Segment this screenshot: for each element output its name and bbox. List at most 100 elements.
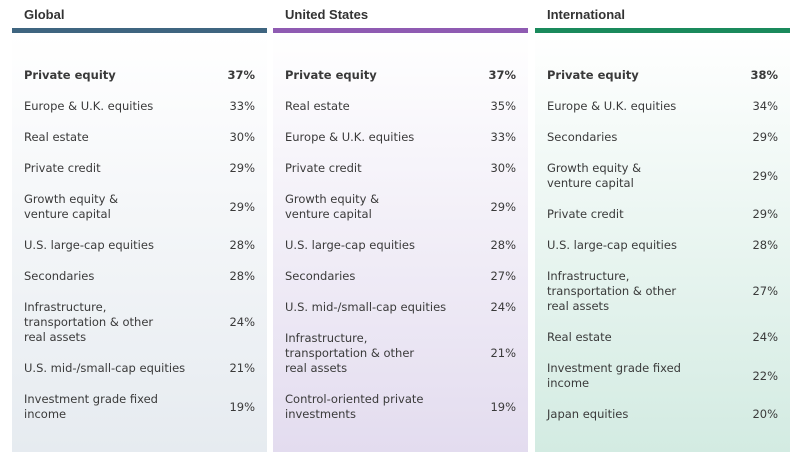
percentage-value: 21% [229, 361, 255, 375]
table-row: Private credit 29% [547, 199, 778, 230]
table-row: Japan equities 20% [547, 399, 778, 430]
table-row: Private equity 37% [285, 60, 516, 91]
percentage-value: 38% [750, 68, 778, 82]
table-row: Secondaries 28% [24, 261, 255, 292]
column-title: International [547, 7, 626, 22]
asset-class-label: Infrastructure, transportation & other r… [547, 269, 677, 313]
table-row: Growth equity & venture capital 29% [547, 153, 778, 199]
table-row: U.S. mid-/small-cap equities 24% [285, 292, 516, 323]
percentage-value: 28% [229, 269, 255, 283]
column-global: Global Private equity 37% Europe & U.K. eq… [12, 0, 267, 452]
percentage-value: 30% [229, 130, 255, 144]
percentage-value: 29% [229, 199, 255, 214]
percentage-value: 29% [752, 168, 778, 183]
asset-class-label: Private equity [24, 68, 116, 82]
percentage-value: 19% [490, 399, 516, 414]
asset-class-label: Europe & U.K. equities [285, 130, 415, 144]
table-row: Europe & U.K. equities 33% [24, 91, 255, 122]
percentage-value: 28% [229, 238, 255, 252]
asset-class-label: Secondaries [547, 130, 618, 144]
column-panel [12, 33, 267, 452]
table-row: U.S. large-cap equities 28% [547, 230, 778, 261]
table-row: Europe & U.K. equities 34% [547, 91, 778, 122]
percentage-value: 30% [490, 161, 516, 175]
column-accent-bar [535, 28, 790, 33]
column-title: United States [285, 7, 369, 22]
column-united-states: United States Private equity 37% Real esta… [273, 0, 528, 452]
row-list: Private equity 38% Europe & U.K. equities 3… [547, 60, 778, 430]
percentage-value: 21% [490, 346, 516, 360]
percentage-value: 24% [490, 300, 516, 314]
column-panel [273, 33, 528, 452]
percentage-value: 29% [752, 207, 778, 221]
asset-class-label: Control-oriented private investments [285, 392, 424, 421]
table-row: Real estate 24% [547, 322, 778, 353]
asset-class-label: Growth equity & venture capital [547, 161, 642, 190]
percentage-value: 34% [752, 99, 778, 113]
percentage-value: 20% [752, 407, 778, 421]
asset-class-label: Growth equity & venture capital [285, 192, 380, 221]
asset-class-label: Secondaries [285, 269, 356, 283]
table-row: Infrastructure, transportation & other r… [24, 292, 255, 353]
percentage-value: 24% [752, 330, 778, 344]
table-row: Real estate 30% [24, 122, 255, 153]
table-row: U.S. large-cap equities 28% [285, 230, 516, 261]
percentage-value: 24% [229, 315, 255, 329]
asset-class-label: Investment grade fixed income [24, 392, 158, 421]
percentage-value: 29% [752, 130, 778, 144]
asset-class-label: Secondaries [24, 269, 95, 283]
percentage-value: 33% [490, 130, 516, 144]
percentage-value: 37% [227, 68, 255, 82]
asset-class-label: Growth equity & venture capital [24, 192, 119, 221]
asset-class-label: U.S. large-cap equities [24, 238, 154, 252]
asset-class-label: Private equity [547, 68, 639, 82]
table-row: Growth equity & venture capital 29% [285, 184, 516, 230]
asset-class-label: Japan equities [547, 407, 629, 421]
table-row: Private equity 38% [547, 60, 778, 91]
percentage-value: 27% [490, 269, 516, 283]
column-accent-bar [12, 28, 267, 33]
table-row: Investment grade fixed income 22% [547, 353, 778, 399]
table-row: U.S. mid-/small-cap equities 21% [24, 353, 255, 384]
table-row: Infrastructure, transportation & other r… [285, 323, 516, 384]
asset-class-label: U.S. mid-/small-cap equities [285, 300, 447, 314]
asset-class-label: Real estate [285, 99, 350, 113]
asset-class-label: Europe & U.K. equities [24, 99, 154, 113]
asset-class-label: U.S. large-cap equities [547, 238, 677, 252]
percentage-value: 27% [752, 284, 778, 298]
percentage-value: 37% [488, 68, 516, 82]
asset-class-label: Private credit [547, 207, 624, 221]
table-row: Secondaries 27% [285, 261, 516, 292]
table-row: U.S. large-cap equities 28% [24, 230, 255, 261]
table-row: Private equity 37% [24, 60, 255, 91]
percentage-value: 29% [229, 161, 255, 175]
row-list: Private equity 37% Real estate 35% Europe & … [285, 60, 516, 430]
asset-class-label: Real estate [24, 130, 89, 144]
table-row: Secondaries 29% [547, 122, 778, 153]
table-row: Investment grade fixed income 19% [24, 384, 255, 430]
percentage-value: 28% [752, 238, 778, 252]
asset-class-label: Private credit [24, 161, 101, 175]
asset-class-label: Infrastructure, transportation & other r… [285, 331, 415, 375]
percentage-value: 35% [490, 99, 516, 113]
asset-class-label: Private equity [285, 68, 377, 82]
percentage-value: 29% [490, 199, 516, 214]
asset-class-label: Europe & U.K. equities [547, 99, 677, 113]
table-row: Growth equity & venture capital 29% [24, 184, 255, 230]
table-row: Private credit 30% [285, 153, 516, 184]
table-row: Control-oriented private investments 19% [285, 384, 516, 430]
percentage-value: 19% [229, 399, 255, 414]
asset-class-label: Private credit [285, 161, 362, 175]
asset-class-label: U.S. mid-/small-cap equities [24, 361, 186, 375]
table-row: Real estate 35% [285, 91, 516, 122]
table-row: Infrastructure, transportation & other r… [547, 261, 778, 322]
percentage-value: 33% [229, 99, 255, 113]
asset-class-label: Real estate [547, 330, 612, 344]
column-panel [535, 33, 790, 452]
column-accent-bar [273, 28, 528, 33]
table-row: Europe & U.K. equities 33% [285, 122, 516, 153]
percentage-value: 22% [752, 368, 778, 383]
row-list: Private equity 37% Europe & U.K. equities 3… [24, 60, 255, 430]
column-international: International Private equity 38% Europe & … [535, 0, 790, 452]
column-title: Global [24, 7, 65, 22]
